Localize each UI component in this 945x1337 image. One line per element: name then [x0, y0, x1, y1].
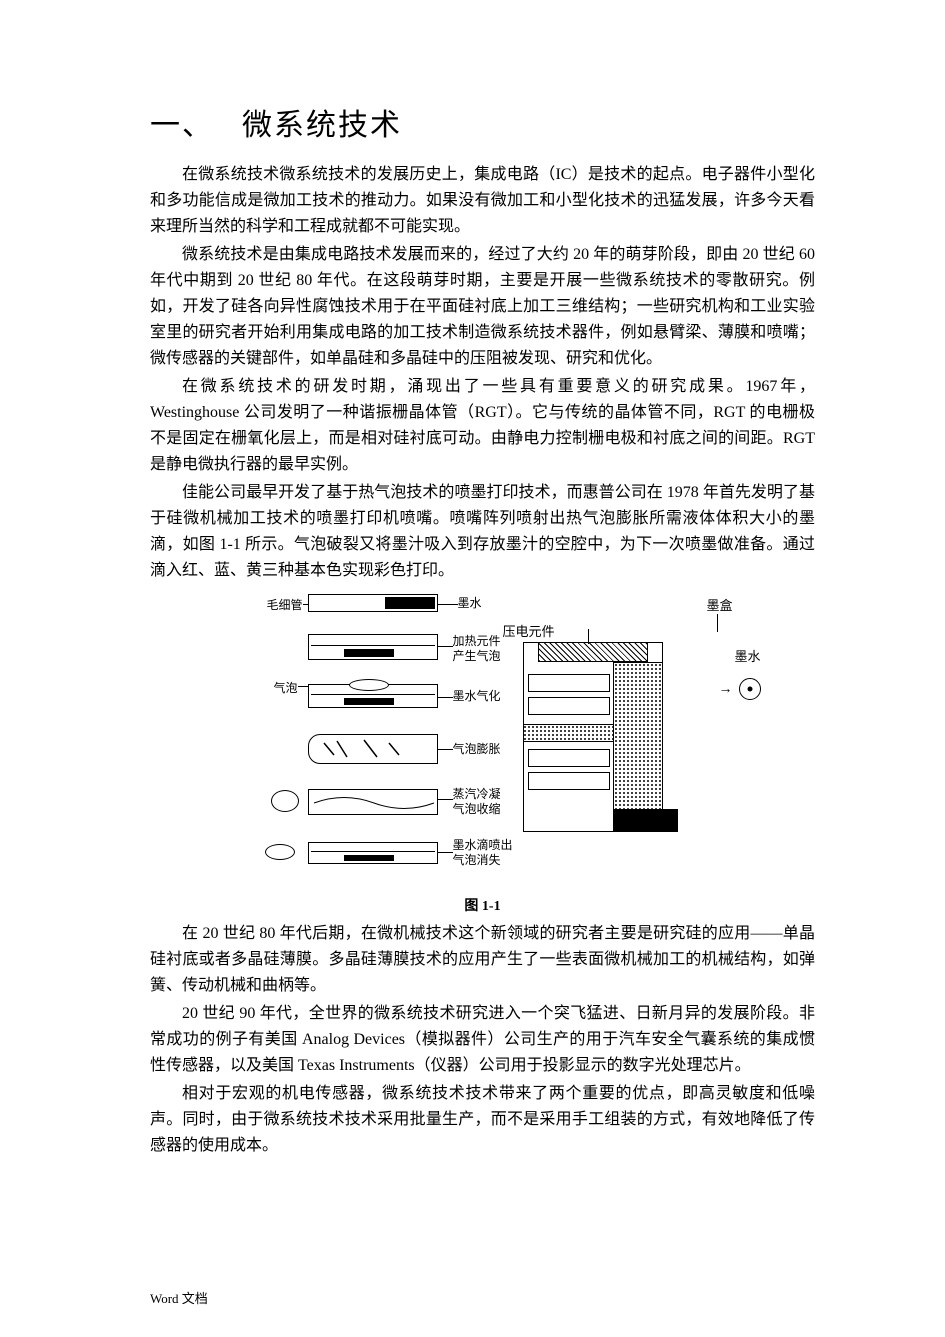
tube-stage-5	[308, 789, 438, 815]
label-vaporize: 墨水气化	[453, 689, 501, 704]
label-cooling: 蒸汽冷凝气泡收缩	[453, 787, 501, 817]
tube-stage-2	[308, 634, 438, 660]
figure-caption: 图 1-1	[150, 895, 815, 915]
paragraph-2: 微系统技术是由集成电路技术发展而来的，经过了大约 20 年的萌芽阶段，即由 20…	[150, 242, 815, 372]
chamber-slot	[528, 772, 610, 790]
piezo-diagram: 压电元件 墨盒 墨水 →	[523, 634, 753, 844]
footer-text: Word 文档	[150, 1288, 208, 1307]
arrow-icon	[717, 614, 718, 632]
paragraph-6: 20 世纪 90 年代，全世界的微系统技术研究进入一个突飞猛进、日新月异的发展阶…	[150, 1001, 815, 1079]
label-piezo: 压电元件	[503, 624, 555, 639]
cartridge-wall	[613, 662, 663, 832]
arrow-icon	[438, 852, 453, 853]
droplet-icon	[265, 844, 295, 860]
thermal-bubble-diagram: 毛细管 墨水 加热元件产生气泡 气泡	[253, 594, 513, 884]
figure-1-1: 毛细管 墨水 加热元件产生气泡 气泡	[213, 594, 753, 889]
arrow-icon	[438, 646, 453, 647]
label-ink-piezo: 墨水	[734, 649, 760, 664]
base-block	[613, 809, 678, 832]
paragraph-5: 在 20 世纪 80 年代后期，在微机械技术这个新领域的研究者主要是研究硅的应用…	[150, 921, 815, 999]
arrow-icon: →	[719, 682, 733, 698]
piezo-element	[538, 642, 648, 662]
droplet-icon	[271, 790, 299, 812]
chamber-slot	[528, 749, 610, 767]
arrow-icon	[438, 799, 453, 800]
arrow-icon	[438, 604, 458, 605]
paragraph-3: 在微系统技术的研发时期，涌现出了一些具有重要意义的研究成果。1967年，West…	[150, 374, 815, 478]
tube-stage-6	[308, 842, 438, 864]
title-text: 微系统技术	[242, 109, 402, 142]
section-title: 一、微系统技术	[150, 100, 815, 144]
label-heating: 加热元件产生气泡	[453, 634, 501, 664]
paragraph-7: 相对于宏观的机电传感器，微系统技术技术带来了两个重要的优点，即高灵敏度和低噪声。…	[150, 1081, 815, 1159]
label-bubble: 气泡	[258, 679, 298, 696]
arrow-icon	[438, 749, 453, 750]
label-capillary: 毛细管	[248, 596, 303, 613]
paragraph-1: 在微系统技术微系统技术的发展历史上，集成电路（IC）是技术的起点。电子器件小型化…	[150, 162, 815, 240]
arrow-icon	[588, 629, 589, 644]
paragraph-4: 佳能公司最早开发了基于热气泡技术的喷墨打印技术，而惠普公司在 1978 年首先发…	[150, 480, 815, 584]
label-ink-top: 墨水	[458, 596, 482, 611]
label-eject: 墨水滴喷出气泡消失	[453, 838, 513, 868]
title-number: 一、	[150, 109, 214, 142]
ink-drop-icon	[739, 678, 761, 700]
channel-wall	[523, 724, 613, 742]
label-expand: 气泡膨胀	[453, 742, 501, 757]
label-cartridge: 墨盒	[706, 598, 732, 613]
tube-stage-1	[308, 594, 438, 612]
tube-stage-4	[308, 734, 438, 764]
chamber-slot	[528, 674, 610, 692]
chamber-slot	[528, 697, 610, 715]
tube-stage-3	[308, 684, 438, 708]
arrow-icon	[438, 697, 453, 698]
